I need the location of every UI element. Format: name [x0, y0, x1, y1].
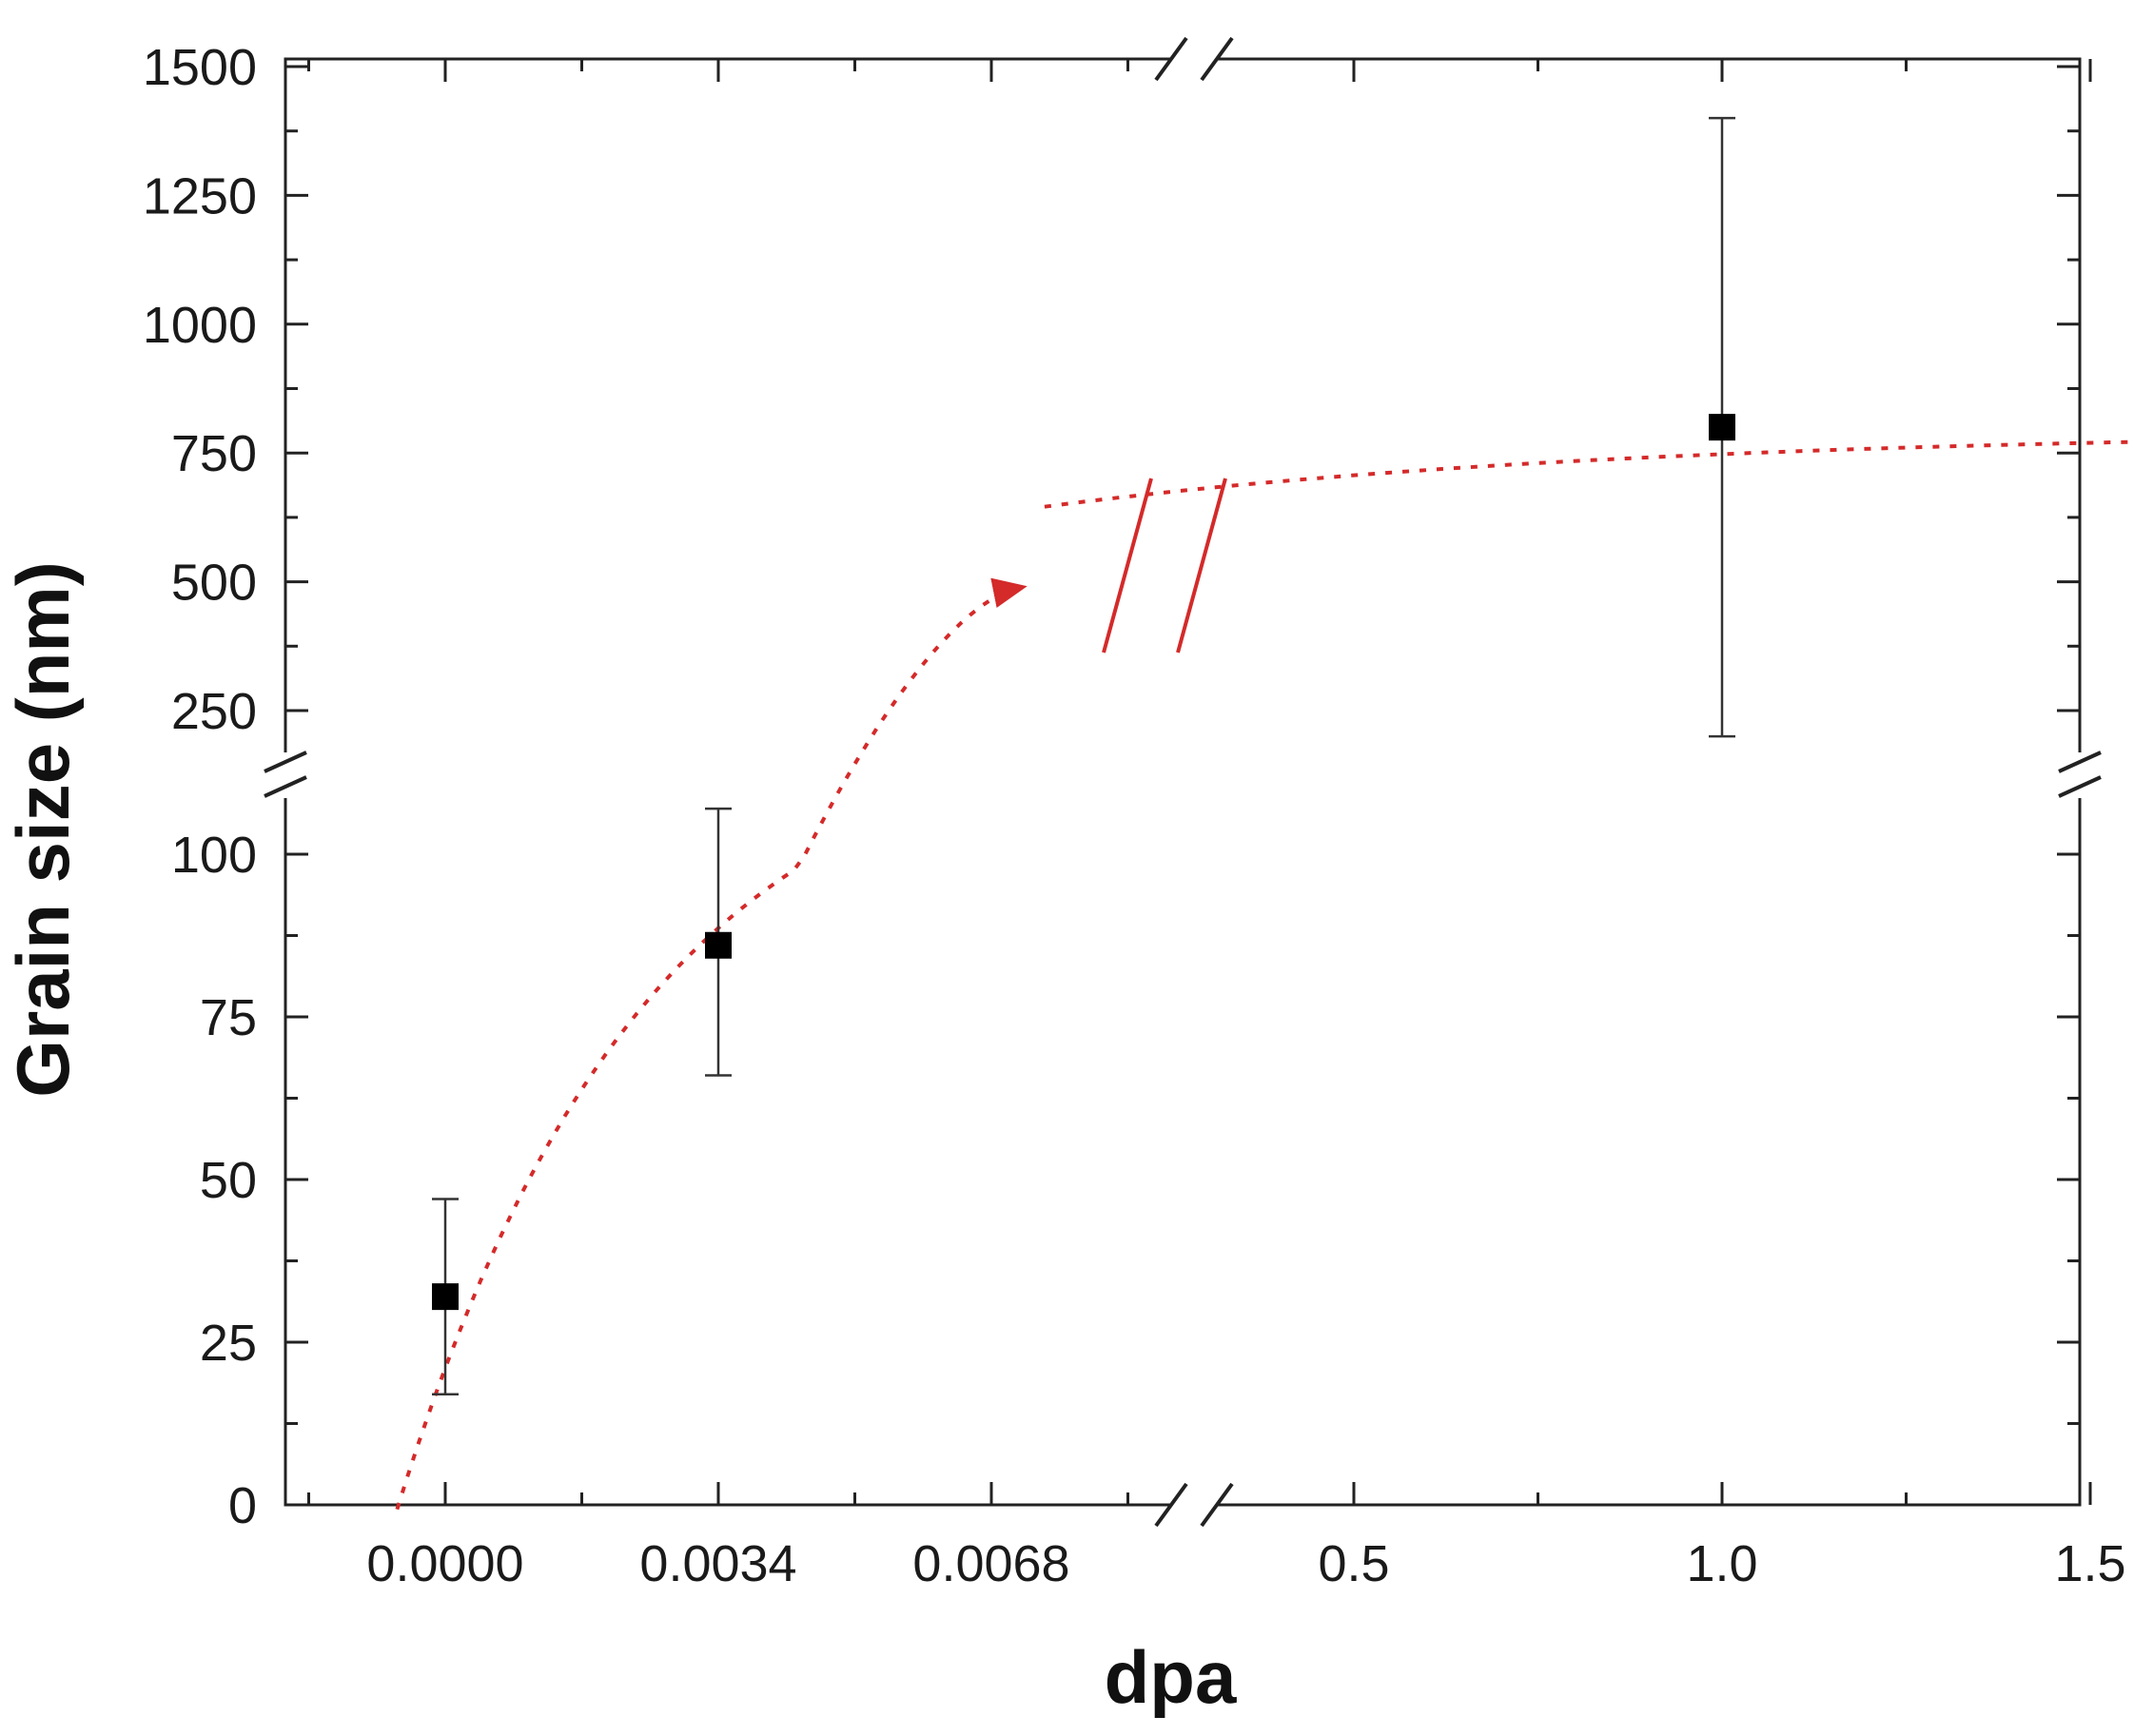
- x-axis-title: dpa: [1105, 1635, 1237, 1719]
- x-axis-break-slash: [1154, 1482, 1188, 1528]
- y-axis-break-slash: [264, 751, 307, 773]
- y-axis-title: Grain size (nm): [1, 561, 85, 1097]
- y-tick-label: 100: [171, 827, 257, 884]
- trend-break-slash: [1102, 478, 1153, 653]
- y-tick-label: 750: [171, 425, 257, 482]
- data-point-marker: [1709, 414, 1735, 441]
- x-tick-label: 1.5: [2054, 1535, 2125, 1592]
- x-tick-label: 1.0: [1686, 1535, 1757, 1592]
- y-tick-label: 25: [200, 1315, 257, 1372]
- data-point-marker: [705, 931, 732, 959]
- tick-labels: 0.00000.00340.00680.51.01.52.02.50255075…: [143, 39, 2126, 1592]
- x-tick-label: 0.0068: [912, 1535, 1069, 1592]
- x-tick-label: 0.0034: [639, 1535, 796, 1592]
- data-point-marker: [432, 1283, 459, 1311]
- trend-curves: [395, 439, 2134, 1511]
- x-axis-break-gap: [1171, 1497, 1217, 1512]
- y-axis-break-slash: [264, 775, 307, 798]
- x-tick-label: 0.5: [1318, 1535, 1389, 1592]
- y-tick-label: 500: [171, 555, 257, 612]
- axis-break-marks: [264, 36, 2102, 1528]
- y-tick-label: 1000: [143, 297, 257, 354]
- x-tick-label: 0.0000: [366, 1535, 523, 1592]
- x-axis-break-slash: [1154, 36, 1188, 82]
- y-tick-label: 1250: [143, 167, 257, 224]
- y-tick-label: 250: [171, 683, 257, 740]
- x-axis-break-slash: [1200, 1482, 1234, 1528]
- plot-frame: [284, 57, 2082, 1507]
- data-points: [432, 116, 1735, 1395]
- y-tick-label: 50: [200, 1152, 257, 1209]
- y-axis-break-slash: [2058, 775, 2102, 798]
- y-tick-label: 0: [228, 1477, 257, 1534]
- trend-curve-lower: [395, 577, 1028, 1511]
- trend-curve-upper: [1044, 439, 2134, 509]
- trend-break-slash: [1176, 478, 1227, 653]
- y-axis-break-slash: [2058, 751, 2102, 773]
- x-axis-break-slash: [1200, 36, 1234, 82]
- y-tick-label: 75: [200, 989, 257, 1046]
- axis-ticks: [285, 59, 2092, 1507]
- y-tick-label: 1500: [143, 39, 257, 96]
- x-axis-break-gap: [1171, 51, 1217, 67]
